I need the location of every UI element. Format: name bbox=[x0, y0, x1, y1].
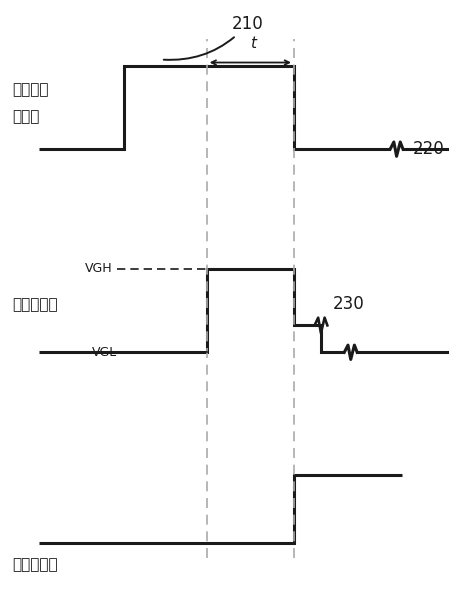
Text: 230: 230 bbox=[332, 295, 364, 314]
Text: 第一输出端: 第一输出端 bbox=[12, 297, 57, 312]
Text: VGH: VGH bbox=[85, 262, 113, 275]
Text: 第二输出端: 第二输出端 bbox=[12, 557, 57, 572]
Text: 输入端: 输入端 bbox=[12, 109, 39, 124]
Text: VGL: VGL bbox=[92, 346, 117, 359]
Text: 210: 210 bbox=[163, 14, 263, 60]
Text: 220: 220 bbox=[412, 140, 444, 158]
Text: t: t bbox=[249, 36, 255, 51]
Text: 扫描讯号: 扫描讯号 bbox=[12, 82, 48, 97]
